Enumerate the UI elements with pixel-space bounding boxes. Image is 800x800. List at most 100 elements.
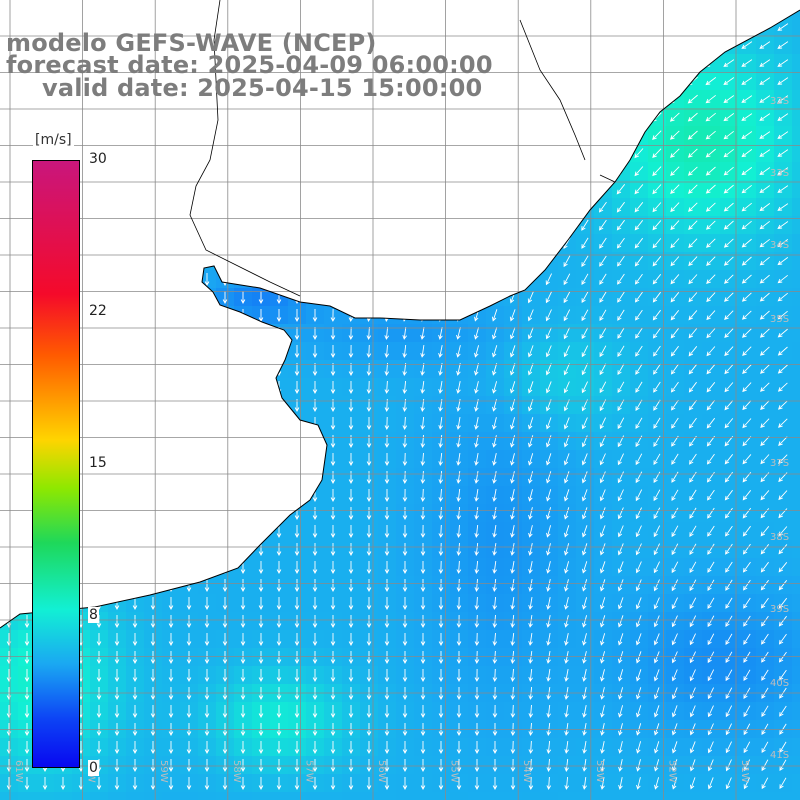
sea-cell [162,504,181,523]
wind-arrow [437,129,444,142]
wind-arrow [276,615,282,628]
wind-arrow [653,579,660,592]
wind-arrow [653,561,661,574]
wind-arrow [492,650,498,664]
wind-arrow [527,129,535,142]
wind-arrow [491,201,498,214]
wind-arrow [276,741,282,754]
wind-arrow [689,453,697,465]
wind-arrow [670,310,680,321]
wind-arrow [706,382,716,393]
sea-cell [378,234,397,253]
sea-cell [144,792,163,800]
wind-arrow [186,453,192,466]
wind-arrow [455,165,462,178]
wind-arrow [420,741,426,754]
sea-cell [612,36,631,55]
wind-arrow [706,274,716,284]
wind-arrow [240,543,246,556]
sea-cell [162,792,181,800]
sea-cell [0,90,19,109]
wind-arrow [366,651,372,664]
sea-cell [198,432,217,451]
wind-arrow [760,364,770,374]
wind-arrow [186,759,192,772]
wind-arrow [132,453,138,466]
wind-arrow [402,362,407,376]
wind-arrow [312,669,318,682]
wind-arrow [168,309,174,322]
wind-arrow [707,615,715,628]
sea-cell [576,36,595,55]
wind-arrow [581,327,589,340]
sea-cell [252,234,271,253]
wind-arrow [741,274,752,284]
sea-cell [792,558,800,577]
sea-cell [306,108,325,127]
wind-arrow [492,614,498,628]
wind-arrow [760,597,769,609]
sea-cell [450,162,469,181]
sea-cell [558,180,577,199]
wind-arrow [294,327,300,340]
wind-arrow [653,723,660,736]
wind-arrow [222,453,228,466]
sea-cell [252,162,271,181]
wind-arrow [222,129,228,142]
wind-arrow [491,255,498,268]
wind-arrow [438,741,444,754]
wind-arrow [759,10,771,13]
wind-arrow [330,723,336,736]
wind-arrow [670,292,680,303]
wind-arrow [723,59,735,67]
wind-arrow [527,255,534,268]
wind-arrow [635,381,643,393]
wind-arrow [527,201,535,214]
sea-cell [252,378,271,397]
sea-cell [792,414,800,433]
wind-arrow [598,201,607,213]
wind-arrow [581,183,589,195]
sea-cell [702,792,721,800]
wind-arrow [24,651,30,664]
sea-cell [180,396,199,415]
wind-arrow [330,182,335,196]
wind-arrow [724,507,733,519]
sea-cell [504,108,523,127]
wind-arrow [384,165,389,178]
wind-arrow [420,255,425,268]
wind-arrow [687,94,698,104]
wind-arrow [562,22,572,33]
wind-arrow [723,220,734,230]
wind-arrow [582,741,587,754]
sea-cell [0,288,19,307]
wind-arrow [24,435,30,448]
wind-arrow [204,705,210,718]
wind-arrow [652,291,661,303]
sea-cell [666,10,685,19]
wind-arrow [348,579,354,592]
wind-arrow [420,381,425,394]
wind-arrow [742,382,752,393]
wind-arrow [222,237,228,250]
sea-cell [126,144,145,163]
wind-arrow [527,381,534,394]
wind-arrow [617,579,624,592]
wind-arrow [474,417,479,430]
wind-arrow [653,633,660,646]
wind-arrow [653,705,660,718]
wind-arrow [150,309,156,322]
wind-arrow [24,381,30,394]
wind-arrow [671,543,679,556]
wind-arrow [689,759,696,772]
wind-arrow [687,130,698,140]
wind-arrow [366,759,372,772]
sea-cell [144,324,163,343]
wind-arrow [651,10,662,14]
wind-arrow [96,435,102,448]
wind-arrow [384,489,390,502]
wind-arrow [617,363,625,376]
wind-arrow [669,10,680,14]
wind-arrow [743,579,751,591]
sea-cell [108,378,127,397]
